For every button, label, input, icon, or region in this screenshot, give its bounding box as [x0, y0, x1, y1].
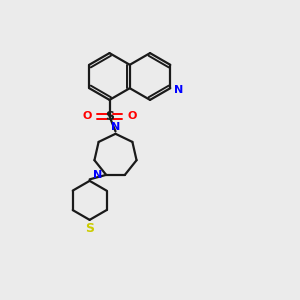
Text: S: S	[85, 222, 94, 235]
Text: N: N	[174, 85, 183, 95]
Text: O: O	[128, 111, 137, 122]
Text: N: N	[93, 170, 103, 180]
Text: O: O	[82, 111, 92, 122]
Text: S: S	[105, 110, 114, 123]
Text: N: N	[111, 122, 120, 132]
